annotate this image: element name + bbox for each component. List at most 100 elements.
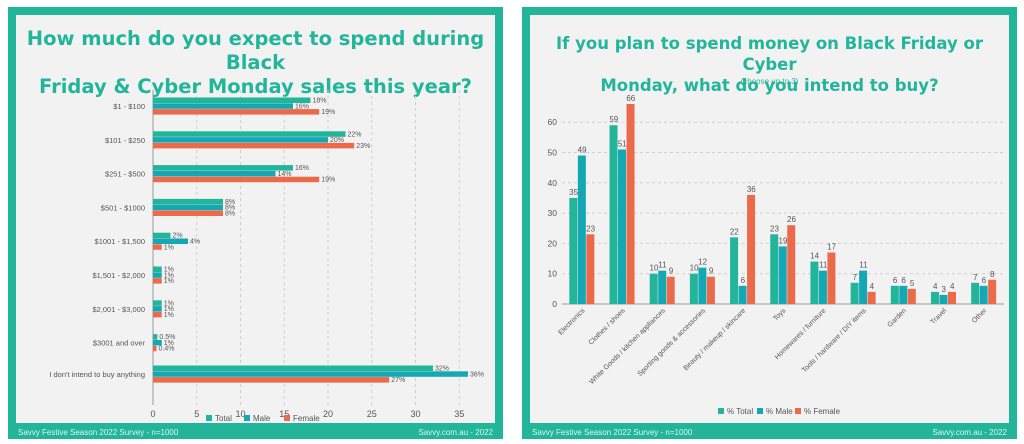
bar-male bbox=[859, 270, 868, 304]
category-label: $101 - $250 bbox=[105, 136, 145, 145]
spend-bar-chart: 0 5 10 15 20 25 30 35 $1 - $100 18% 16% 19% $101 - $… bbox=[49, 90, 484, 423]
bar-total bbox=[153, 198, 223, 205]
bar-female bbox=[827, 252, 836, 304]
purchase-chart-subtitle: (choose up to 3) bbox=[740, 77, 799, 86]
bar-total bbox=[770, 234, 779, 304]
category-label: Sporting goods & accessories bbox=[637, 307, 708, 378]
data-label: 1% bbox=[164, 300, 174, 307]
purchase-footer-source: Savvy Festive Season 2022 Survey - n=100… bbox=[532, 428, 693, 437]
data-label: 16% bbox=[295, 103, 309, 110]
data-label: 6 bbox=[893, 276, 898, 285]
purchase-chart-panel: If you plan to spend money on Black Frid… bbox=[522, 7, 1017, 439]
bar-male bbox=[153, 103, 293, 109]
data-label: 0.4% bbox=[159, 346, 175, 353]
purchase-title-line-2: Monday, what do you intend to buy? bbox=[600, 76, 939, 95]
data-label: 27% bbox=[391, 377, 405, 384]
data-label: 19% bbox=[321, 109, 335, 116]
bar-female bbox=[988, 279, 997, 304]
bar-total bbox=[850, 282, 859, 304]
bar-male bbox=[818, 270, 827, 304]
data-label: 11 bbox=[859, 261, 868, 270]
x-tick-label: 35 bbox=[454, 409, 464, 419]
spend-chart-title: How much do you expect to spend during B… bbox=[16, 27, 495, 99]
spend-footer-source: Savvy Festive Season 2022 Survey - n=100… bbox=[18, 428, 179, 437]
bar-male bbox=[618, 149, 627, 304]
bar-female bbox=[747, 194, 756, 304]
data-label: 12 bbox=[698, 258, 707, 267]
bar-total bbox=[153, 300, 162, 306]
x-tick-label: 15 bbox=[279, 409, 289, 419]
bar-total bbox=[153, 334, 158, 340]
bar-male bbox=[153, 306, 162, 312]
bar-female bbox=[153, 278, 162, 284]
y-tick-label: 20 bbox=[548, 238, 558, 248]
bar-total bbox=[810, 261, 819, 304]
category-label: Clothes / shoes bbox=[588, 307, 627, 346]
bar-male bbox=[153, 238, 188, 244]
bar-total bbox=[649, 273, 658, 304]
bar-total bbox=[569, 197, 578, 304]
data-label: 1% bbox=[164, 306, 174, 313]
category-label: $1001 - $1,500 bbox=[95, 237, 145, 246]
data-label: 9 bbox=[709, 267, 714, 276]
data-label: 20% bbox=[330, 137, 344, 144]
bar-male bbox=[778, 246, 787, 304]
bar-female bbox=[907, 288, 916, 304]
y-tick-label: 30 bbox=[548, 208, 558, 218]
y-tick-label: 60 bbox=[548, 117, 558, 127]
data-label: 6 bbox=[901, 276, 906, 285]
data-label: 1% bbox=[164, 312, 174, 319]
legend-label-female: Female bbox=[293, 414, 320, 423]
bar-female bbox=[153, 109, 320, 115]
data-label: 1% bbox=[164, 272, 174, 279]
legend-swatch-female bbox=[795, 408, 801, 414]
data-label: 10 bbox=[690, 264, 699, 273]
data-label: 16% bbox=[295, 165, 309, 172]
bar-male bbox=[153, 339, 162, 346]
data-label: 35 bbox=[569, 188, 578, 197]
bar-female bbox=[787, 225, 796, 304]
data-label: 66 bbox=[626, 94, 635, 103]
bar-total bbox=[153, 97, 311, 103]
category-label: I don't intend to buy anything bbox=[49, 370, 145, 379]
bar-female bbox=[153, 210, 223, 216]
data-label: 8 bbox=[990, 270, 995, 279]
bar-male bbox=[577, 155, 586, 304]
data-label: 59 bbox=[609, 115, 618, 124]
x-tick-label: 25 bbox=[367, 409, 377, 419]
bar-male bbox=[153, 137, 328, 143]
spend-footer-site: Savvy.com.au - 2022 bbox=[418, 428, 493, 437]
y-tick-label: 10 bbox=[548, 269, 558, 279]
data-label: 4 bbox=[933, 282, 938, 291]
purchase-chart-title: If you plan to spend money on Black Frid… bbox=[530, 33, 1009, 96]
y-tick-label: 0 bbox=[552, 299, 557, 309]
spend-chart-card: How much do you expect to spend during B… bbox=[16, 15, 495, 423]
data-label: 22 bbox=[730, 227, 739, 236]
data-label: 8% bbox=[225, 205, 235, 212]
purchase-bar-chart: 0102030405060354923Electronics595166Clot… bbox=[548, 94, 1004, 416]
legend-label-male: % Male bbox=[766, 407, 793, 416]
x-tick-label: 20 bbox=[323, 409, 333, 419]
bar-total bbox=[153, 365, 433, 371]
category-label: Travel bbox=[930, 307, 949, 326]
bar-female bbox=[586, 234, 595, 304]
bar-male bbox=[153, 170, 276, 177]
data-label: 49 bbox=[578, 146, 587, 155]
bar-total bbox=[730, 237, 739, 304]
category-label: Other bbox=[971, 307, 989, 325]
data-label: 17 bbox=[827, 242, 836, 251]
data-label: 2% bbox=[173, 233, 183, 240]
bar-male bbox=[939, 294, 948, 304]
x-tick-label: 30 bbox=[410, 409, 420, 419]
category-label: Electronics bbox=[557, 307, 587, 337]
data-label: 8% bbox=[225, 199, 235, 206]
x-tick-label: 0 bbox=[150, 409, 155, 419]
bar-male bbox=[738, 285, 747, 304]
category-label: $501 - $1000 bbox=[101, 203, 145, 212]
bar-male bbox=[658, 270, 667, 304]
data-label: 22% bbox=[348, 131, 362, 138]
data-label: 36 bbox=[747, 185, 756, 194]
legend-swatch-total bbox=[718, 408, 724, 414]
category-label: White Goods / kitchen appliances bbox=[588, 307, 667, 386]
x-tick-label: 5 bbox=[194, 409, 199, 419]
